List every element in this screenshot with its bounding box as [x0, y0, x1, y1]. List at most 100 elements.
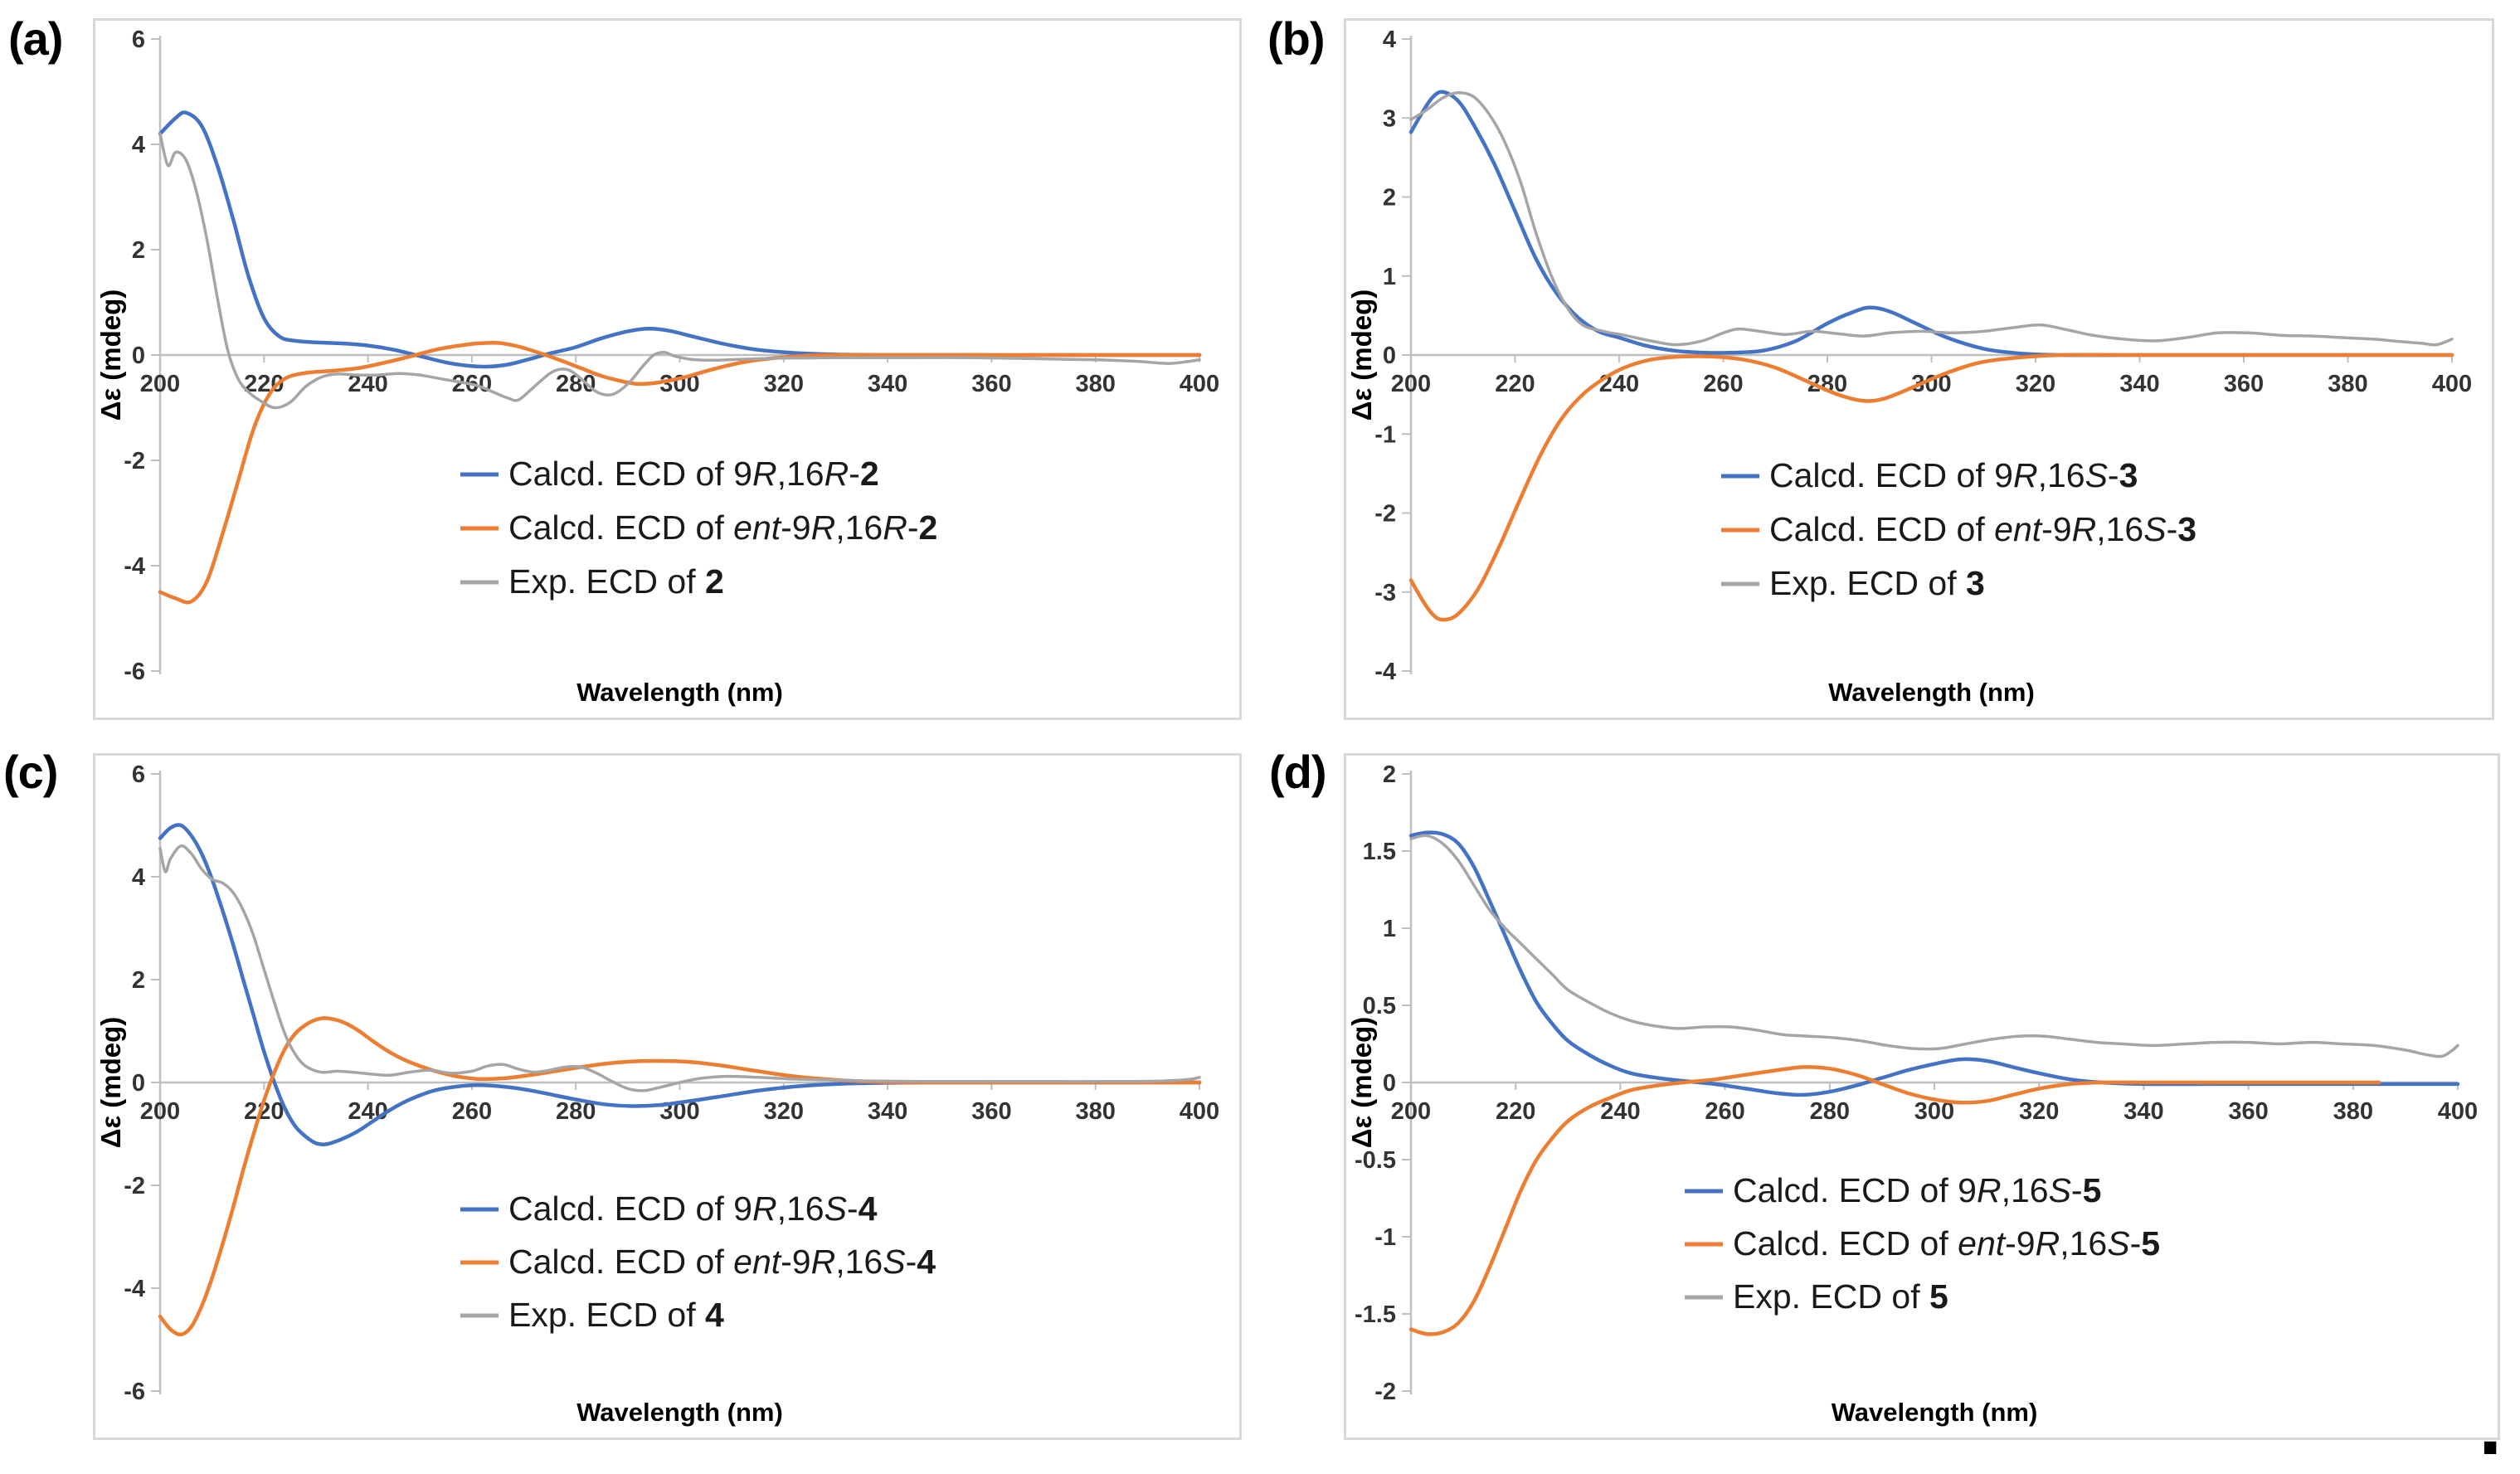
y-tick-label: -2: [124, 448, 145, 474]
y-tick-label: 3: [1383, 105, 1396, 132]
y-tick-label: -6: [124, 1379, 145, 1405]
x-tick-label: 240: [1600, 1098, 1640, 1125]
legend-label-1: Calcd. ECD of ent-9R,16S-3: [1769, 510, 2196, 548]
x-tick-label: 320: [764, 1098, 804, 1125]
legend-label-0: Calcd. ECD of 9R,16R-2: [508, 455, 879, 493]
y-tick-label: -2: [1374, 501, 1396, 528]
panel-a: 6 4 2 0 -2 -4 -6 200 220 240 260 280 300 320 340 360 380…: [93, 18, 1242, 720]
series-curve-1: [1408, 353, 2454, 622]
panel-b: 4 3 2 1 0 -1 -2 -3 -4 200 220 240 260 280 300 320 340 360…: [1344, 18, 2494, 720]
x-tick-label: 360: [971, 371, 1011, 397]
x-tick-label: 380: [2333, 1098, 2373, 1125]
x-tick-label: 240: [1599, 371, 1639, 397]
series-curve-0: [1408, 830, 2460, 1097]
x-tick-label: 360: [2224, 371, 2264, 397]
x-tick-label: 200: [1391, 371, 1431, 397]
x-tick-label: 220: [1495, 371, 1535, 397]
panel-d: 2 1.5 1 0.5 0 -0.5 -1 -1.5 -2 200 220 240 260 280 300 3…: [1344, 753, 2500, 1440]
x-tick-label: 260: [1703, 371, 1743, 397]
x-tick-label: 400: [2438, 1098, 2478, 1125]
x-tick-label: 320: [764, 371, 804, 397]
legend-label-1: Calcd. ECD of ent-9R,16R-2: [508, 508, 937, 547]
x-tick-label: 320: [2016, 371, 2055, 397]
y-tick-label: -1.5: [1355, 1301, 1396, 1328]
series-curve-2: [158, 844, 1201, 1092]
y-tick-label: 2: [132, 967, 145, 994]
series-curve-1: [158, 340, 1202, 605]
x-tick-label: 340: [868, 371, 907, 397]
y-tick-label: -4: [124, 1276, 145, 1302]
y-tick-label: -6: [124, 659, 145, 685]
legend-label-1: Calcd. ECD of ent-9R,16S-4: [508, 1243, 936, 1281]
y-tick-label: 0: [132, 343, 145, 369]
y-tick-label: -2: [1374, 1379, 1396, 1405]
y-tick-label: 0: [132, 1070, 145, 1097]
y-tick-label: -1: [1374, 421, 1396, 448]
y-tick-label: 4: [132, 864, 145, 891]
x-tick-label: 340: [2124, 1098, 2163, 1125]
series-curve-2: [158, 132, 1201, 410]
y-tick-label: 4: [1383, 27, 1396, 53]
y-tick-label: -0.5: [1355, 1147, 1396, 1174]
x-tick-label: 320: [2019, 1098, 2059, 1125]
series-curve-0: [158, 823, 1202, 1147]
y-tick-label: -4: [124, 553, 145, 580]
legend-label-2: Exp. ECD of 3: [1769, 564, 1985, 602]
y-tick-label: 1: [1383, 916, 1396, 942]
y-axis-title: Δε (mdeg): [95, 289, 126, 421]
y-axis-title: Δε (mdeg): [95, 1017, 126, 1149]
x-tick-label: 360: [971, 1098, 1011, 1125]
caption-period: .: [2479, 1378, 2503, 1472]
y-tick-label: -3: [1374, 580, 1396, 606]
legend-label-0: Calcd. ECD of 9R,16S-3: [1769, 456, 2138, 494]
y-tick-label: 6: [132, 761, 145, 788]
x-tick-label: 380: [1076, 371, 1116, 397]
x-tick-label: 200: [140, 371, 180, 397]
panel-label-a: (a): [8, 12, 63, 65]
x-tick-label: 200: [1391, 1098, 1431, 1125]
legend-label-2: Exp. ECD of 2: [508, 562, 724, 601]
x-tick-label: 340: [868, 1098, 907, 1125]
x-tick-label: 260: [452, 1098, 492, 1125]
y-tick-label: 2: [1383, 761, 1396, 788]
panel-label-b: (b): [1267, 12, 1326, 65]
y-tick-label: 1.5: [1363, 839, 1396, 865]
x-tick-label: 260: [1705, 1098, 1744, 1125]
legend-label-1: Calcd. ECD of ent-9R,16S-5: [1733, 1224, 2160, 1262]
x-tick-label: 400: [1180, 371, 1219, 397]
y-tick-label: 4: [132, 132, 145, 158]
series-curve-0: [1408, 90, 2454, 358]
panel-c: 6 4 2 0 -2 -4 -6 200 220 240 260 280 300 320 340 360 380…: [93, 753, 1242, 1440]
x-tick-label: 240: [348, 1098, 387, 1125]
panel-label-c: (c): [3, 746, 58, 798]
y-tick-label: 0.5: [1363, 993, 1396, 1019]
legend-label-2: Exp. ECD of 5: [1733, 1277, 1948, 1316]
y-tick-label: 2: [132, 237, 145, 264]
legend-label-2: Exp. ECD of 4: [508, 1296, 724, 1334]
x-tick-label: 380: [1076, 1098, 1116, 1125]
series-curve-2: [1409, 834, 2459, 1058]
y-tick-label: 6: [132, 27, 145, 53]
x-axis-title: Wavelength (nm): [576, 678, 783, 707]
x-tick-label: 360: [2228, 1098, 2268, 1125]
x-axis-title: Wavelength (nm): [1828, 678, 2035, 707]
legend-label-0: Calcd. ECD of 9R,16S-4: [508, 1189, 878, 1228]
legend-label-0: Calcd. ECD of 9R,16S-5: [1733, 1171, 2101, 1209]
x-tick-label: 380: [2328, 371, 2367, 397]
y-tick-label: -1: [1374, 1224, 1396, 1251]
series-curve-1: [1408, 1065, 2381, 1336]
series-curve-0: [158, 110, 1202, 369]
x-tick-label: 400: [1180, 1098, 1219, 1125]
series-curve-2: [1409, 90, 2454, 347]
y-axis-title: Δε (mdeg): [1346, 1017, 1377, 1149]
y-tick-label: 1: [1383, 264, 1396, 290]
x-tick-label: 280: [1810, 1098, 1850, 1125]
x-tick-label: 200: [140, 1098, 180, 1125]
y-tick-label: -2: [124, 1173, 145, 1199]
y-tick-label: 2: [1383, 185, 1396, 212]
